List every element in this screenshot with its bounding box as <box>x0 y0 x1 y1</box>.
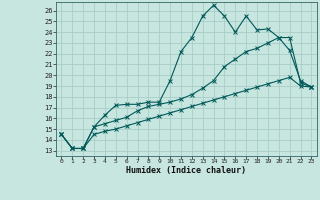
X-axis label: Humidex (Indice chaleur): Humidex (Indice chaleur) <box>126 166 246 175</box>
